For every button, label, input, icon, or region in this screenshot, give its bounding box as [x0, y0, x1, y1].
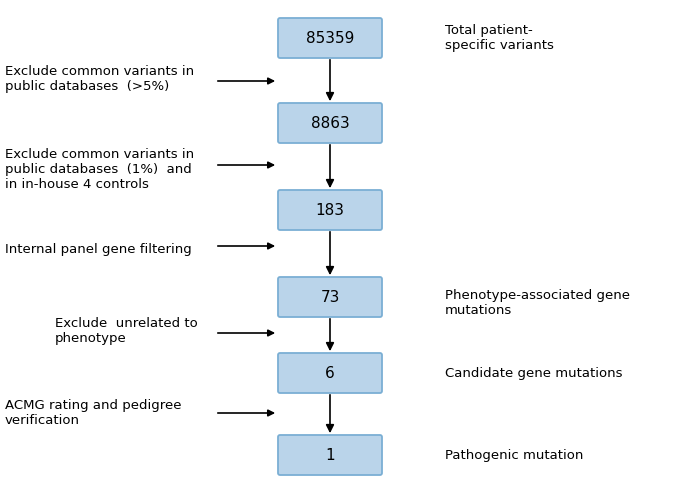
Text: 6: 6 — [325, 366, 335, 380]
Text: 73: 73 — [321, 290, 340, 304]
Text: Pathogenic mutation: Pathogenic mutation — [445, 449, 584, 461]
Text: Internal panel gene filtering: Internal panel gene filtering — [5, 243, 192, 257]
FancyBboxPatch shape — [278, 277, 382, 317]
FancyBboxPatch shape — [278, 190, 382, 230]
Text: 85359: 85359 — [306, 31, 354, 45]
Text: Phenotype-associated gene
mutations: Phenotype-associated gene mutations — [445, 289, 630, 317]
FancyBboxPatch shape — [278, 435, 382, 475]
Text: 183: 183 — [316, 203, 345, 217]
FancyBboxPatch shape — [278, 353, 382, 393]
Text: Candidate gene mutations: Candidate gene mutations — [445, 367, 623, 379]
Text: Exclude  unrelated to
phenotype: Exclude unrelated to phenotype — [55, 317, 198, 345]
Text: Exclude common variants in
public databases  (>5%): Exclude common variants in public databa… — [5, 65, 194, 93]
FancyBboxPatch shape — [278, 18, 382, 58]
FancyBboxPatch shape — [278, 103, 382, 143]
Text: Exclude common variants in
public databases  (1%)  and
in in-house 4 controls: Exclude common variants in public databa… — [5, 147, 194, 191]
Text: ACMG rating and pedigree
verification: ACMG rating and pedigree verification — [5, 399, 182, 427]
Text: 8863: 8863 — [310, 116, 349, 130]
Text: 1: 1 — [325, 448, 335, 462]
Text: Total patient-
specific variants: Total patient- specific variants — [445, 24, 554, 52]
